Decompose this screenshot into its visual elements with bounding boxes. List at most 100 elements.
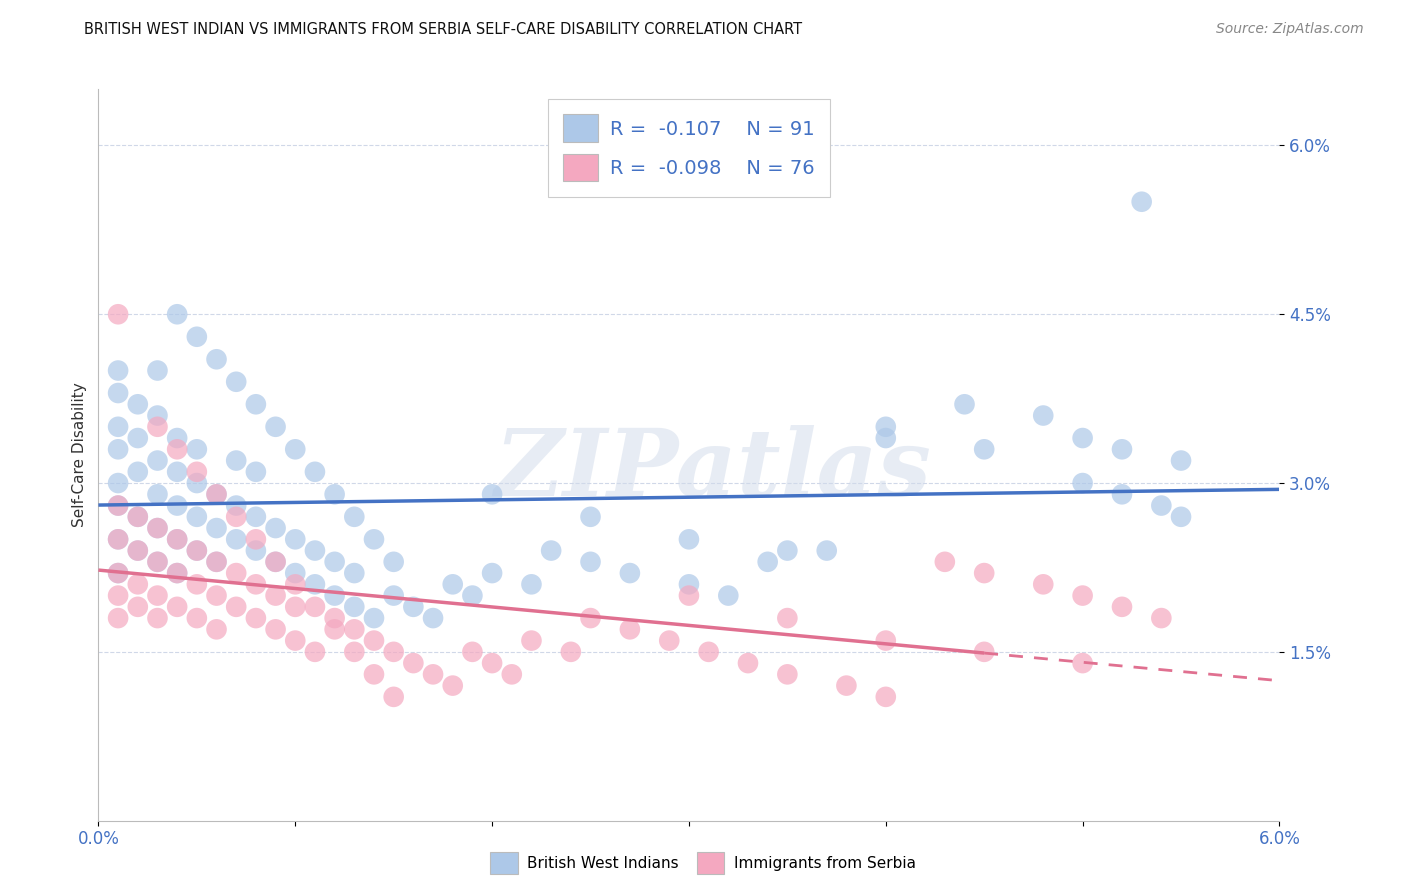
Point xyxy=(284,442,307,457)
Point xyxy=(264,521,287,535)
Legend: British West Indians, Immigrants from Serbia: British West Indians, Immigrants from Se… xyxy=(484,846,922,880)
Point xyxy=(363,533,385,547)
Point xyxy=(264,419,287,434)
Point xyxy=(343,599,366,614)
Point xyxy=(304,543,326,558)
Point xyxy=(1071,476,1094,491)
Point xyxy=(441,679,464,693)
Point xyxy=(245,533,267,547)
Point xyxy=(1170,509,1192,524)
Point xyxy=(776,667,799,681)
Point xyxy=(107,442,129,457)
Point xyxy=(560,645,582,659)
Point xyxy=(107,499,129,513)
Point xyxy=(1032,577,1054,591)
Point xyxy=(284,599,307,614)
Point xyxy=(737,656,759,670)
Point xyxy=(678,577,700,591)
Point xyxy=(146,589,169,603)
Point xyxy=(245,543,267,558)
Point xyxy=(619,623,641,637)
Point xyxy=(520,577,543,591)
Point xyxy=(146,611,169,625)
Point xyxy=(186,330,208,344)
Point xyxy=(146,453,169,467)
Point xyxy=(402,599,425,614)
Point xyxy=(264,589,287,603)
Point xyxy=(186,509,208,524)
Point xyxy=(127,509,149,524)
Text: ZIPatlas: ZIPatlas xyxy=(494,425,931,515)
Point xyxy=(245,397,267,411)
Point xyxy=(481,656,503,670)
Point xyxy=(1071,656,1094,670)
Point xyxy=(127,577,149,591)
Point xyxy=(1071,589,1094,603)
Point xyxy=(363,667,385,681)
Point xyxy=(107,363,129,377)
Point xyxy=(186,465,208,479)
Point xyxy=(264,555,287,569)
Point xyxy=(875,431,897,445)
Point xyxy=(166,499,188,513)
Point xyxy=(146,363,169,377)
Point xyxy=(205,555,228,569)
Y-axis label: Self-Care Disability: Self-Care Disability xyxy=(72,383,87,527)
Point xyxy=(697,645,720,659)
Point xyxy=(107,566,129,580)
Point xyxy=(875,633,897,648)
Point xyxy=(127,509,149,524)
Point xyxy=(481,566,503,580)
Point xyxy=(107,611,129,625)
Point xyxy=(166,465,188,479)
Point xyxy=(1071,431,1094,445)
Point xyxy=(619,566,641,580)
Point xyxy=(343,509,366,524)
Point xyxy=(127,465,149,479)
Point xyxy=(343,566,366,580)
Point xyxy=(579,555,602,569)
Point xyxy=(579,611,602,625)
Point xyxy=(540,543,562,558)
Point xyxy=(205,487,228,501)
Point xyxy=(107,476,129,491)
Point xyxy=(481,487,503,501)
Point xyxy=(1111,442,1133,457)
Point xyxy=(127,431,149,445)
Point xyxy=(973,566,995,580)
Point xyxy=(107,566,129,580)
Point xyxy=(205,623,228,637)
Point xyxy=(520,633,543,648)
Point xyxy=(225,533,247,547)
Point xyxy=(323,589,346,603)
Point xyxy=(146,555,169,569)
Point xyxy=(304,645,326,659)
Point xyxy=(1170,453,1192,467)
Point xyxy=(1111,487,1133,501)
Point xyxy=(304,577,326,591)
Point xyxy=(146,555,169,569)
Point xyxy=(225,509,247,524)
Point xyxy=(658,633,681,648)
Point xyxy=(835,679,858,693)
Point xyxy=(107,307,129,321)
Point xyxy=(973,442,995,457)
Point xyxy=(205,352,228,367)
Point xyxy=(284,633,307,648)
Point xyxy=(875,690,897,704)
Point xyxy=(363,633,385,648)
Point xyxy=(323,623,346,637)
Point xyxy=(245,465,267,479)
Point xyxy=(166,431,188,445)
Point xyxy=(186,543,208,558)
Point xyxy=(166,566,188,580)
Point xyxy=(225,499,247,513)
Point xyxy=(146,521,169,535)
Point xyxy=(284,533,307,547)
Point xyxy=(166,533,188,547)
Point xyxy=(461,645,484,659)
Point xyxy=(501,667,523,681)
Point xyxy=(1150,611,1173,625)
Point xyxy=(225,453,247,467)
Point xyxy=(107,386,129,401)
